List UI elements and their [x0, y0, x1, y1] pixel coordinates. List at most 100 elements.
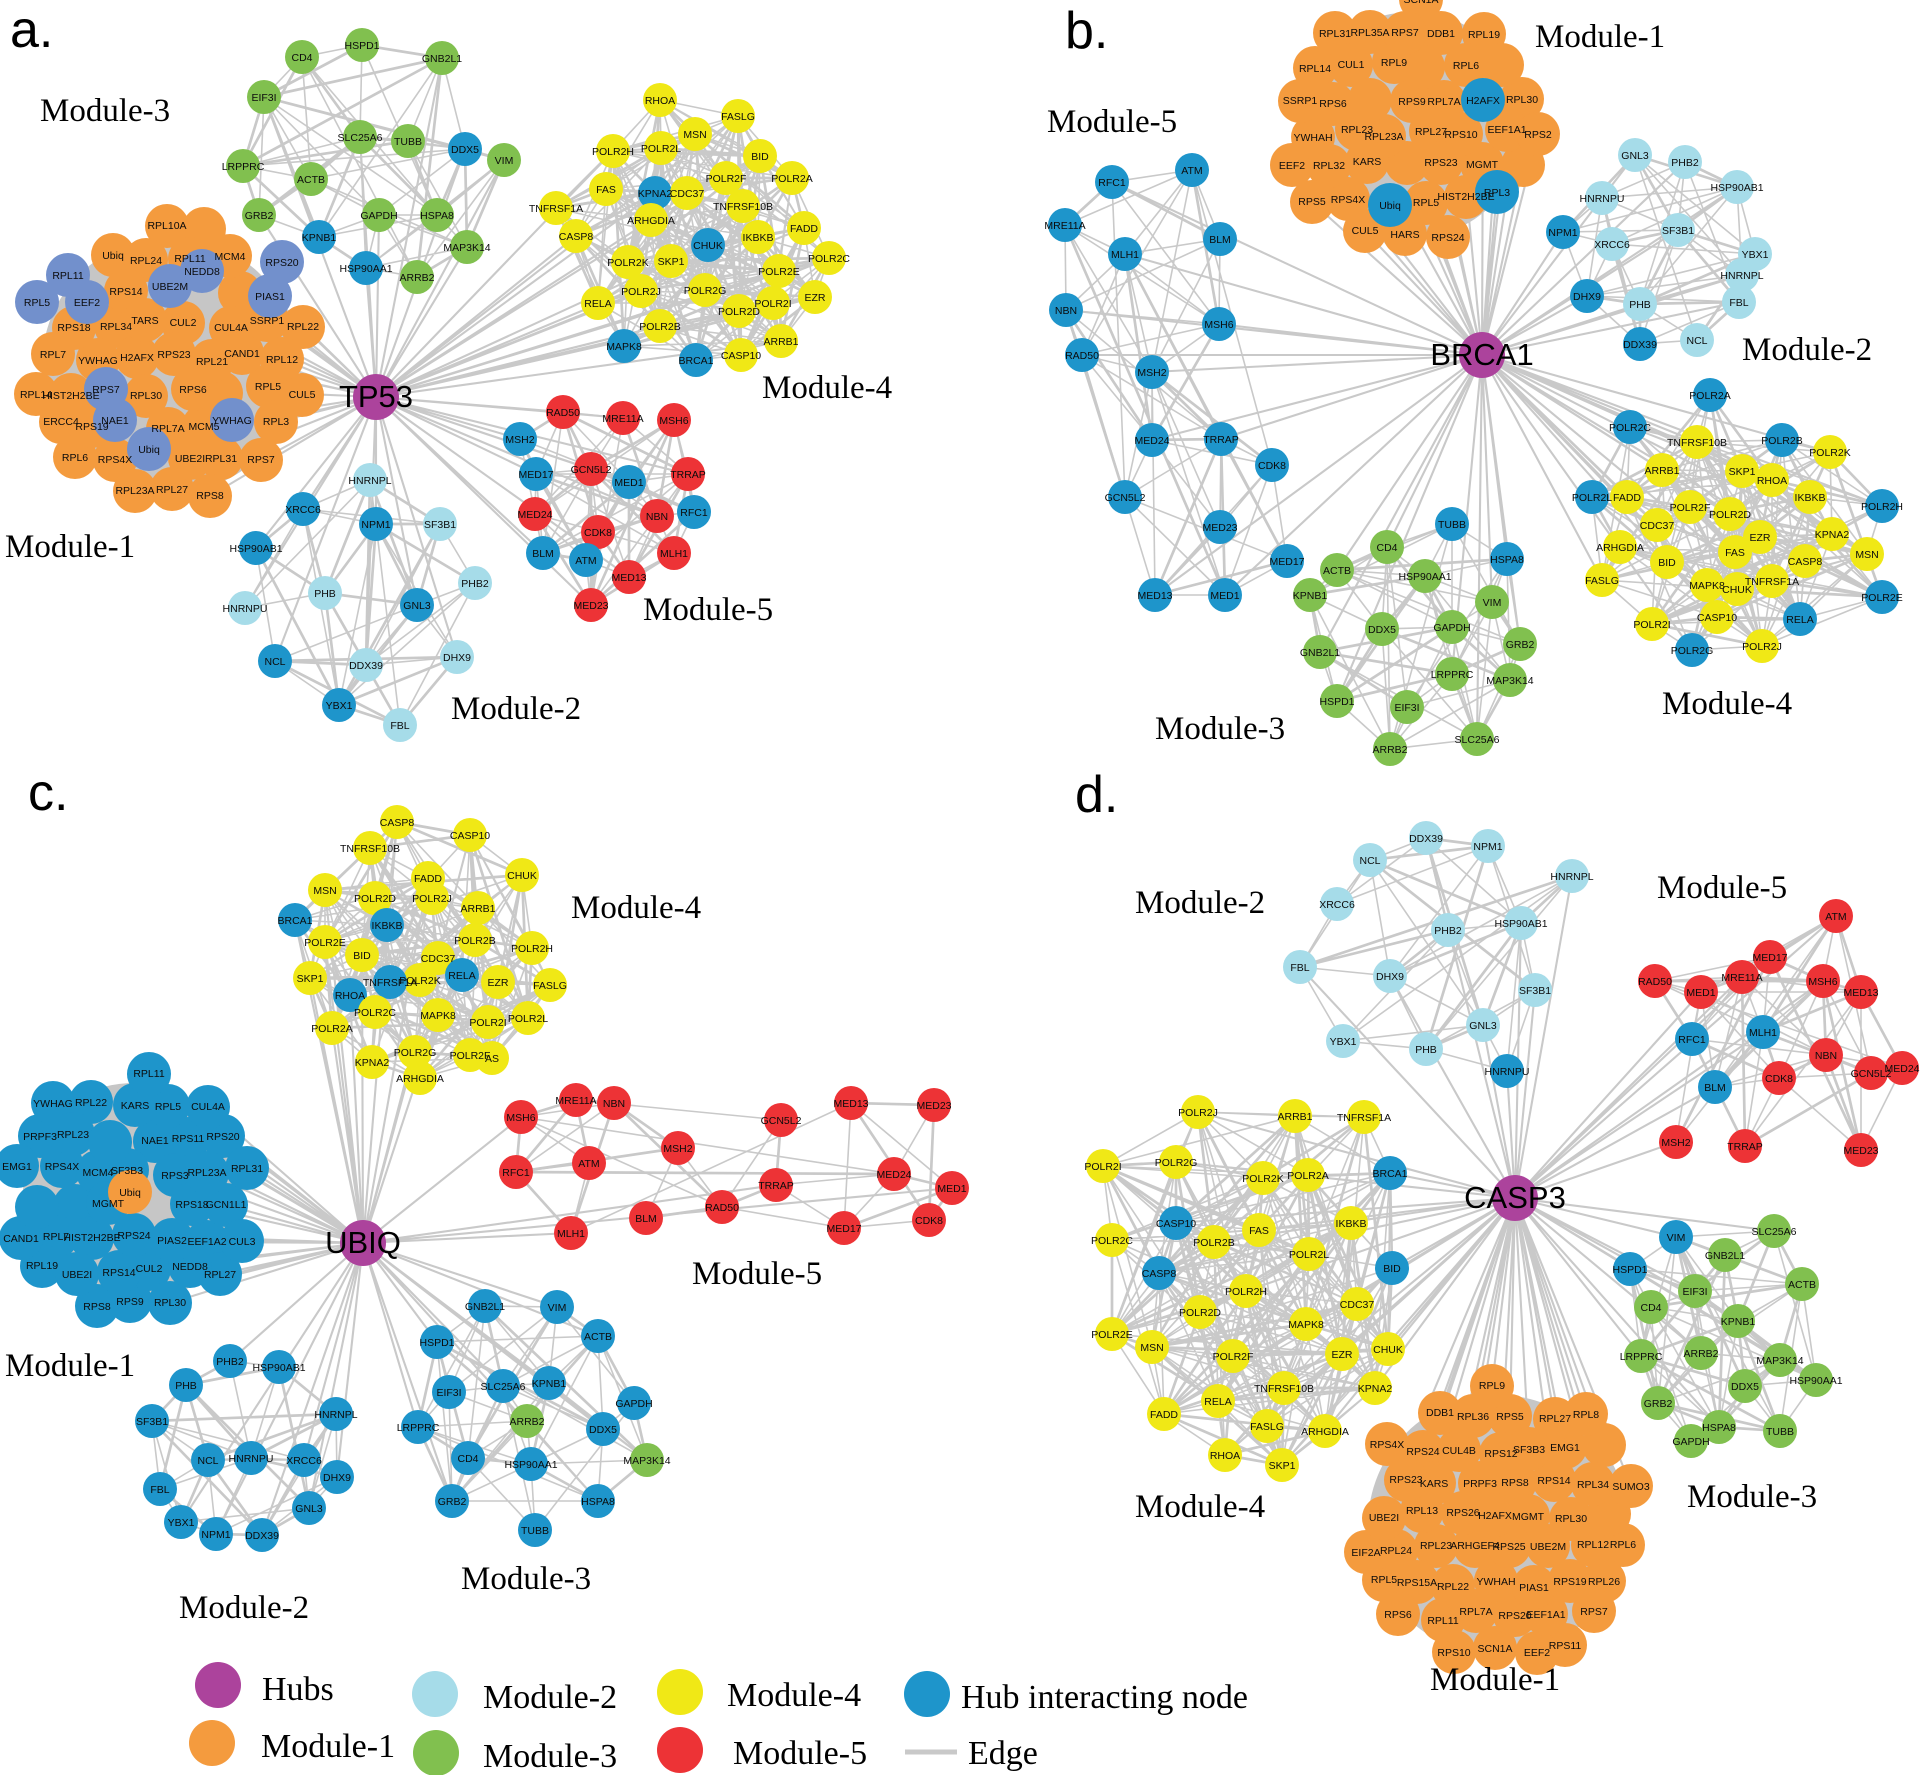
svg-text:PIAS2: PIAS2: [157, 1235, 187, 1247]
svg-text:MED24: MED24: [1884, 1063, 1919, 1075]
svg-text:POLR2J: POLR2J: [412, 893, 452, 905]
svg-text:RHOA: RHOA: [335, 990, 365, 1002]
svg-text:KPNA2: KPNA2: [355, 1057, 390, 1069]
svg-text:RPL35A: RPL35A: [1350, 27, 1389, 39]
svg-text:POLR2D: POLR2D: [718, 306, 760, 318]
svg-text:POLR2C: POLR2C: [354, 1007, 396, 1019]
svg-text:POLR2D: POLR2D: [1179, 1307, 1221, 1319]
svg-text:Module-3: Module-3: [483, 1738, 617, 1775]
svg-text:CAND1: CAND1: [3, 1233, 39, 1245]
svg-text:NAE1: NAE1: [101, 415, 129, 427]
svg-text:RPL14: RPL14: [20, 389, 52, 401]
svg-text:CD4: CD4: [1640, 1302, 1661, 1314]
svg-text:RPL23: RPL23: [1341, 124, 1373, 136]
svg-text:DDX39: DDX39: [245, 1530, 279, 1542]
svg-text:MSH6: MSH6: [659, 415, 688, 427]
svg-text:RPL27: RPL27: [156, 484, 188, 496]
svg-text:RPL32: RPL32: [1313, 160, 1345, 172]
svg-text:CUL4A: CUL4A: [191, 1101, 225, 1113]
svg-text:RPL23: RPL23: [57, 1129, 89, 1141]
svg-text:POLR2E: POLR2E: [1091, 1329, 1132, 1341]
svg-text:POLR2B: POLR2B: [1193, 1237, 1234, 1249]
svg-text:EEF1A1: EEF1A1: [1487, 124, 1526, 136]
svg-text:MSN: MSN: [1140, 1342, 1163, 1354]
svg-text:ATM: ATM: [1181, 165, 1202, 177]
svg-text:DHX9: DHX9: [1376, 971, 1404, 983]
svg-text:MCM5: MCM5: [189, 421, 220, 433]
svg-text:POLR2J: POLR2J: [1742, 641, 1782, 653]
svg-text:PIAS1: PIAS1: [255, 291, 285, 303]
svg-text:TUBB: TUBB: [1438, 519, 1466, 531]
svg-text:DDB1: DDB1: [1427, 28, 1455, 40]
svg-text:NCL: NCL: [264, 656, 285, 668]
svg-text:RPL7: RPL7: [40, 349, 66, 361]
svg-text:DHX9: DHX9: [443, 652, 471, 664]
svg-text:HNRNPL: HNRNPL: [314, 1409, 357, 1421]
svg-text:RPS3: RPS3: [161, 1170, 189, 1182]
svg-text:MSH2: MSH2: [1661, 1137, 1690, 1149]
svg-text:POLR2I: POLR2I: [1633, 619, 1670, 631]
svg-text:RPL22: RPL22: [287, 321, 319, 333]
svg-text:RPL5: RPL5: [24, 297, 50, 309]
svg-text:RPL31: RPL31: [231, 1163, 263, 1175]
svg-text:HSPA8: HSPA8: [1702, 1422, 1736, 1434]
svg-text:EEF2: EEF2: [1524, 1647, 1550, 1659]
svg-text:BID: BID: [1383, 1263, 1401, 1275]
svg-text:CASP10: CASP10: [450, 830, 490, 842]
svg-text:RPS10: RPS10: [1437, 1647, 1470, 1659]
svg-text:ATM: ATM: [578, 1158, 599, 1170]
svg-text:Ubiq: Ubiq: [1379, 200, 1401, 212]
svg-text:NEDD8: NEDD8: [184, 266, 220, 278]
svg-text:CDK8: CDK8: [1765, 1073, 1793, 1085]
svg-text:MAPK8: MAPK8: [1288, 1319, 1324, 1331]
svg-text:RPS4X: RPS4X: [98, 454, 132, 466]
svg-text:c.: c.: [28, 764, 68, 822]
svg-text:POLR2F: POLR2F: [1670, 502, 1711, 514]
svg-text:FADD: FADD: [1150, 1409, 1178, 1421]
svg-text:Module-4: Module-4: [762, 370, 892, 406]
svg-text:GNB2L1: GNB2L1: [1300, 647, 1340, 659]
svg-text:RPS4X: RPS4X: [45, 1161, 79, 1173]
svg-text:UBE2I: UBE2I: [62, 1269, 92, 1281]
svg-text:Edge: Edge: [968, 1735, 1038, 1772]
svg-text:RPS2: RPS2: [1524, 129, 1552, 141]
svg-text:RPL30: RPL30: [1506, 94, 1538, 106]
svg-text:POLR2I: POLR2I: [469, 1017, 506, 1029]
svg-text:CUL5: CUL5: [289, 389, 316, 401]
svg-text:SF3B1: SF3B1: [1519, 985, 1551, 997]
svg-text:EIF2A: EIF2A: [1351, 1547, 1380, 1559]
svg-text:Module-5: Module-5: [1047, 104, 1177, 140]
svg-text:GCN5L2: GCN5L2: [1105, 492, 1146, 504]
svg-text:RPS15A: RPS15A: [1397, 1577, 1437, 1589]
svg-text:Module-3: Module-3: [1155, 711, 1285, 747]
svg-text:HSPD1: HSPD1: [1612, 1264, 1647, 1276]
svg-text:POLR2D: POLR2D: [1709, 509, 1751, 521]
svg-text:RPS23: RPS23: [157, 349, 190, 361]
svg-text:FASLG: FASLG: [1250, 1421, 1284, 1433]
svg-text:IKBKB: IKBKB: [372, 920, 403, 932]
svg-text:TNFRSF10B: TNFRSF10B: [713, 201, 773, 213]
svg-text:EEF1A1: EEF1A1: [1526, 1609, 1565, 1621]
svg-text:MED1: MED1: [1210, 590, 1239, 602]
svg-text:ACTB: ACTB: [297, 174, 325, 186]
svg-text:GNB2L1: GNB2L1: [1705, 1250, 1745, 1262]
svg-text:RPS12: RPS12: [1484, 1448, 1517, 1460]
svg-text:RPS5: RPS5: [1298, 196, 1326, 208]
svg-text:SLC25A6: SLC25A6: [1455, 734, 1500, 746]
svg-text:RAD50: RAD50: [1638, 976, 1672, 988]
svg-text:EEF1A2: EEF1A2: [187, 1236, 226, 1248]
svg-text:Module-2: Module-2: [179, 1590, 309, 1626]
svg-text:MED1: MED1: [937, 1183, 966, 1195]
svg-text:RPL5: RPL5: [155, 1101, 181, 1113]
svg-text:TRRAP: TRRAP: [1727, 1141, 1763, 1153]
svg-text:CUL3: CUL3: [229, 1236, 256, 1248]
svg-text:MED23: MED23: [1202, 522, 1237, 534]
svg-text:POLR2F: POLR2F: [706, 173, 747, 185]
svg-text:LRPPRC: LRPPRC: [1431, 669, 1474, 681]
svg-text:NCL: NCL: [1359, 855, 1380, 867]
svg-text:HSPD1: HSPD1: [1319, 696, 1354, 708]
svg-text:XRCC6: XRCC6: [285, 504, 321, 516]
svg-text:DDX39: DDX39: [1409, 833, 1443, 845]
svg-text:XRCC6: XRCC6: [286, 1455, 322, 1467]
svg-text:MED17: MED17: [1269, 556, 1304, 568]
